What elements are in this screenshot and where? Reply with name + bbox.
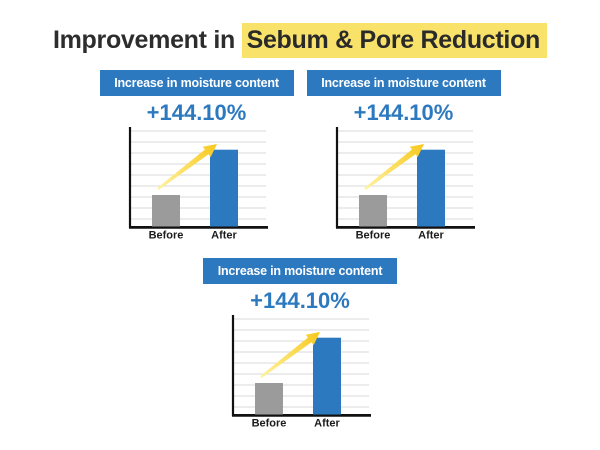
moisture-chart-card-2: Increase in moisture content +144.10% Be… <box>306 70 501 242</box>
chart-percent-value: +144.10% <box>250 288 350 313</box>
x-tick-after: After <box>314 418 340 430</box>
moisture-chart-card-1: Increase in moisture content +144.10% Be… <box>99 70 294 242</box>
page-title: Improvement in Sebum & Pore Reduction <box>0 23 600 58</box>
page-title-highlight: Sebum & Pore Reduction <box>241 23 548 58</box>
before-bar <box>358 195 387 227</box>
after-bar <box>209 149 238 227</box>
growth-arrow-icon <box>156 144 217 190</box>
chart-percent-value: +144.10% <box>146 100 247 125</box>
bar-plot: Before After <box>128 127 268 242</box>
before-bar <box>255 383 283 415</box>
growth-arrow-icon <box>260 332 320 378</box>
gridlines <box>130 130 266 220</box>
after-bar <box>313 337 341 415</box>
chart-title-banner: Increase in moisture content <box>99 70 294 96</box>
x-tick-after: After <box>418 230 444 242</box>
gridlines <box>337 130 473 220</box>
x-tick-before: Before <box>148 230 183 242</box>
x-tick-before: Before <box>252 418 287 430</box>
growth-arrow-icon <box>363 144 424 190</box>
chart-title-banner: Increase in moisture content <box>203 258 397 284</box>
moisture-chart-card-3: Increase in moisture content +144.10% Be… <box>203 258 397 429</box>
bar-plot: Before After <box>335 127 475 242</box>
after-bar <box>416 149 445 227</box>
chart-title-banner: Increase in moisture content <box>306 70 501 96</box>
bar-plot: Before After <box>231 315 371 430</box>
before-bar <box>151 195 180 227</box>
chart-row-bottom: Increase in moisture content +144.10% Be… <box>0 258 600 429</box>
x-tick-before: Before <box>355 230 390 242</box>
page-title-prefix: Improvement in <box>52 26 242 54</box>
gridlines <box>234 318 369 408</box>
chart-row-top: Increase in moisture content +144.10% Be… <box>0 70 600 241</box>
x-tick-after: After <box>211 230 237 242</box>
chart-percent-value: +144.10% <box>353 100 454 125</box>
